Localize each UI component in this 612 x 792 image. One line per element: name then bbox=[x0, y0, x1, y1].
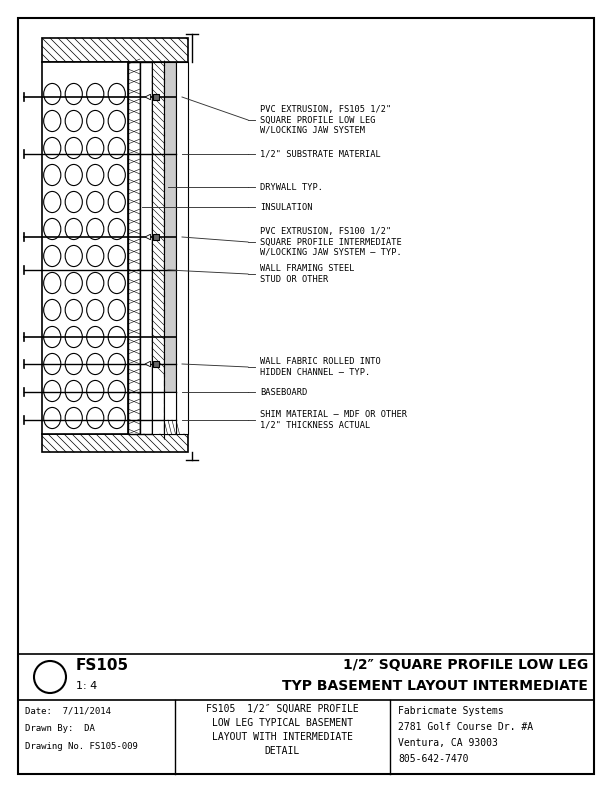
Polygon shape bbox=[145, 361, 151, 367]
Text: PVC EXTRUSION, FS100 1/2"
SQUARE PROFILE INTERMEDIATE
W/LOCKING JAW SYSTEM – TYP: PVC EXTRUSION, FS100 1/2" SQUARE PROFILE… bbox=[260, 227, 401, 257]
Ellipse shape bbox=[108, 380, 125, 402]
Ellipse shape bbox=[43, 192, 61, 212]
Text: INSULATION: INSULATION bbox=[260, 203, 313, 211]
Ellipse shape bbox=[108, 272, 125, 294]
Text: 1/2" SUBSTRATE MATERIAL: 1/2" SUBSTRATE MATERIAL bbox=[260, 150, 381, 158]
Ellipse shape bbox=[43, 272, 61, 294]
Ellipse shape bbox=[65, 246, 83, 267]
Ellipse shape bbox=[43, 246, 61, 267]
Bar bbox=[164, 62, 176, 434]
Polygon shape bbox=[145, 94, 151, 100]
Text: 2781 Golf Course Dr. #A: 2781 Golf Course Dr. #A bbox=[398, 722, 533, 732]
Text: Fabricmate Systems: Fabricmate Systems bbox=[398, 706, 504, 716]
Ellipse shape bbox=[65, 326, 83, 348]
Bar bbox=[176, 62, 188, 434]
Text: PVC EXTRUSION, FS105 1/2"
SQUARE PROFILE LOW LEG
W/LOCKING JAW SYSTEM: PVC EXTRUSION, FS105 1/2" SQUARE PROFILE… bbox=[260, 105, 391, 135]
Ellipse shape bbox=[65, 407, 83, 428]
Ellipse shape bbox=[65, 110, 83, 131]
Ellipse shape bbox=[108, 407, 125, 428]
Ellipse shape bbox=[65, 353, 83, 375]
Ellipse shape bbox=[87, 219, 104, 239]
Ellipse shape bbox=[65, 165, 83, 185]
Bar bbox=[164, 392, 176, 420]
Ellipse shape bbox=[43, 110, 61, 131]
Text: 1/2″ SQUARE PROFILE LOW LEG: 1/2″ SQUARE PROFILE LOW LEG bbox=[343, 658, 588, 672]
Bar bbox=[42, 38, 188, 62]
Ellipse shape bbox=[87, 246, 104, 267]
Text: Drawing No. FS105-009: Drawing No. FS105-009 bbox=[25, 742, 138, 751]
Text: Drawn By:  DA: Drawn By: DA bbox=[25, 724, 95, 733]
Bar bbox=[42, 434, 188, 452]
Text: BASEBOARD: BASEBOARD bbox=[260, 387, 307, 397]
Ellipse shape bbox=[87, 353, 104, 375]
Ellipse shape bbox=[108, 110, 125, 131]
Ellipse shape bbox=[43, 138, 61, 158]
Ellipse shape bbox=[87, 272, 104, 294]
Ellipse shape bbox=[87, 110, 104, 131]
Ellipse shape bbox=[108, 353, 125, 375]
Text: Date:  7/11/2014: Date: 7/11/2014 bbox=[25, 706, 111, 715]
Bar bbox=[42, 62, 128, 434]
Text: Ventura, CA 93003: Ventura, CA 93003 bbox=[398, 738, 498, 748]
Ellipse shape bbox=[43, 380, 61, 402]
Ellipse shape bbox=[87, 192, 104, 212]
Ellipse shape bbox=[108, 246, 125, 267]
Ellipse shape bbox=[65, 83, 83, 105]
Ellipse shape bbox=[65, 380, 83, 402]
Ellipse shape bbox=[108, 165, 125, 185]
Ellipse shape bbox=[43, 219, 61, 239]
Text: DRYWALL TYP.: DRYWALL TYP. bbox=[260, 182, 323, 192]
Ellipse shape bbox=[43, 165, 61, 185]
Ellipse shape bbox=[108, 138, 125, 158]
Ellipse shape bbox=[108, 219, 125, 239]
Ellipse shape bbox=[65, 138, 83, 158]
Text: TYP BASEMENT LAYOUT INTERMEDIATE: TYP BASEMENT LAYOUT INTERMEDIATE bbox=[282, 679, 588, 693]
Text: FS105: FS105 bbox=[76, 657, 129, 672]
Bar bbox=[164, 420, 176, 434]
Ellipse shape bbox=[43, 83, 61, 105]
Text: SHIM MATERIAL – MDF OR OTHER
1/2" THICKNESS ACTUAL: SHIM MATERIAL – MDF OR OTHER 1/2" THICKN… bbox=[260, 410, 407, 430]
Ellipse shape bbox=[43, 407, 61, 428]
Ellipse shape bbox=[65, 192, 83, 212]
Text: 1: 4: 1: 4 bbox=[76, 681, 97, 691]
Ellipse shape bbox=[108, 326, 125, 348]
Ellipse shape bbox=[87, 138, 104, 158]
Ellipse shape bbox=[65, 272, 83, 294]
Text: 805-642-7470: 805-642-7470 bbox=[398, 754, 469, 764]
Bar bbox=[140, 62, 152, 434]
Text: WALL FABRIC ROLLED INTO
HIDDEN CHANNEL – TYP.: WALL FABRIC ROLLED INTO HIDDEN CHANNEL –… bbox=[260, 357, 381, 377]
Bar bbox=[153, 94, 159, 100]
Ellipse shape bbox=[108, 83, 125, 105]
Ellipse shape bbox=[43, 299, 61, 321]
Bar bbox=[152, 62, 164, 434]
Bar bbox=[153, 361, 159, 367]
Ellipse shape bbox=[65, 219, 83, 239]
Ellipse shape bbox=[65, 299, 83, 321]
Ellipse shape bbox=[87, 326, 104, 348]
Text: FS105  1/2″ SQUARE PROFILE
LOW LEG TYPICAL BASEMENT
LAYOUT WITH INTERMEDIATE
DET: FS105 1/2″ SQUARE PROFILE LOW LEG TYPICA… bbox=[206, 704, 359, 756]
Ellipse shape bbox=[108, 192, 125, 212]
Ellipse shape bbox=[87, 83, 104, 105]
Ellipse shape bbox=[87, 165, 104, 185]
Ellipse shape bbox=[87, 299, 104, 321]
Bar bbox=[153, 234, 159, 240]
Ellipse shape bbox=[108, 299, 125, 321]
Polygon shape bbox=[145, 234, 151, 240]
Ellipse shape bbox=[43, 326, 61, 348]
Text: WALL FRAMING STEEL
STUD OR OTHER: WALL FRAMING STEEL STUD OR OTHER bbox=[260, 265, 354, 284]
Bar bbox=[128, 62, 140, 434]
Circle shape bbox=[34, 661, 66, 693]
Ellipse shape bbox=[43, 353, 61, 375]
Ellipse shape bbox=[87, 380, 104, 402]
Ellipse shape bbox=[87, 407, 104, 428]
